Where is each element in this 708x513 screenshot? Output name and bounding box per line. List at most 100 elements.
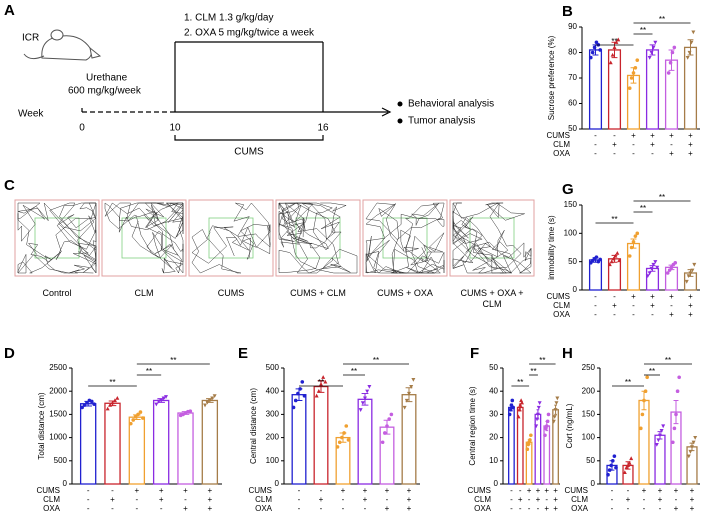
data-point: [672, 45, 677, 50]
data-point: [691, 440, 696, 445]
data-point: [693, 436, 698, 440]
data-point: [651, 262, 656, 267]
condition-label: CUMS: [467, 486, 491, 495]
data-point: [687, 50, 692, 55]
data-point: [159, 398, 164, 403]
data-point: [543, 433, 547, 438]
y-tick-label: 0: [494, 479, 499, 488]
condition-mark: -: [611, 495, 614, 504]
data-point: [210, 396, 215, 401]
condition-mark: +: [536, 495, 541, 504]
condition-mark: -: [627, 486, 630, 495]
data-point: [163, 395, 168, 399]
bar: [638, 399, 650, 485]
condition-mark: +: [159, 486, 164, 495]
center-zone: [121, 217, 167, 259]
condition-label: CUMS: [248, 486, 272, 495]
condition-mark: +: [134, 486, 139, 495]
y-tick-label: 40: [489, 386, 498, 395]
panel-letter: D: [4, 345, 15, 362]
significance-label: **: [109, 378, 115, 387]
data-point: [203, 403, 208, 408]
significance-label: **: [665, 356, 671, 365]
data-point: [613, 253, 618, 258]
y-tick-label: 150: [564, 200, 578, 209]
data-point: [614, 465, 618, 470]
data-point: [614, 40, 619, 44]
data-point: [385, 424, 389, 428]
data-point: [346, 438, 351, 442]
condition-mark: +: [553, 504, 558, 513]
data-point: [555, 396, 560, 401]
data-point: [642, 398, 646, 403]
data-point: [340, 435, 344, 440]
significance-label: **: [640, 26, 646, 35]
condition-mark: -: [670, 301, 673, 310]
y-axis-label: Sucrose preference (%): [547, 35, 556, 120]
data-point: [667, 268, 672, 272]
data-point: [658, 433, 662, 438]
condition-mark: +: [536, 486, 541, 495]
data-point: [89, 399, 94, 404]
y-tick-label: 1500: [49, 410, 67, 419]
arena: [101, 199, 187, 277]
week: 10: [169, 123, 181, 134]
condition-mark: +: [363, 495, 368, 504]
y-tick-label: 60: [568, 99, 577, 108]
condition-mark: -: [537, 504, 540, 513]
condition-mark: +: [688, 149, 693, 158]
y-tick-label: 150: [582, 410, 596, 419]
data-point: [617, 258, 622, 263]
y-tick-label: 90: [568, 22, 577, 31]
data-point: [319, 382, 323, 386]
condition-mark: +: [658, 495, 663, 504]
condition-mark: -: [643, 495, 646, 504]
condition-mark: -: [519, 486, 522, 495]
y-tick-label: 400: [266, 386, 280, 395]
data-point: [511, 405, 515, 410]
condition-mark: -: [298, 495, 301, 504]
data-point: [653, 40, 658, 45]
bar: [104, 402, 121, 485]
data-point: [649, 266, 654, 271]
y-tick-label: 0: [63, 479, 68, 488]
data-point: [154, 402, 159, 407]
condition-mark: -: [320, 486, 323, 495]
center-zone: [382, 217, 428, 259]
data-point: [674, 412, 678, 417]
y-tick-label: 50: [568, 124, 577, 133]
condition-mark: +: [385, 486, 390, 495]
bar: [379, 426, 395, 485]
condition-mark: -: [613, 310, 616, 319]
data-point: [675, 389, 680, 394]
data-point: [673, 261, 678, 265]
data-point: [651, 45, 656, 50]
condition-mark: -: [298, 504, 301, 513]
y-tick-label: 100: [266, 456, 280, 465]
condition-mark: +: [631, 131, 636, 140]
bar: [588, 49, 603, 130]
condition-label: CLM: [474, 495, 491, 504]
y-tick-label: 30: [489, 410, 498, 419]
data-point: [358, 408, 363, 412]
data-point: [535, 412, 540, 417]
data-point: [594, 255, 599, 259]
y-tick-label: 50: [568, 257, 577, 266]
condition-mark: -: [613, 149, 616, 158]
data-point: [606, 472, 610, 477]
condition-mark: -: [135, 504, 138, 513]
data-point: [507, 412, 512, 417]
data-point: [537, 401, 542, 405]
y-axis-label: immobility time (s): [547, 215, 556, 280]
data-point: [80, 405, 84, 410]
condition-mark: +: [183, 486, 188, 495]
data-point: [656, 438, 661, 443]
data-point: [335, 445, 340, 449]
data-point: [616, 37, 621, 42]
data-point: [407, 391, 411, 396]
condition-mark: +: [690, 504, 695, 513]
condition-mark: +: [183, 504, 188, 513]
bar: [683, 46, 698, 130]
data-point: [590, 50, 595, 55]
condition-mark: -: [87, 504, 90, 513]
